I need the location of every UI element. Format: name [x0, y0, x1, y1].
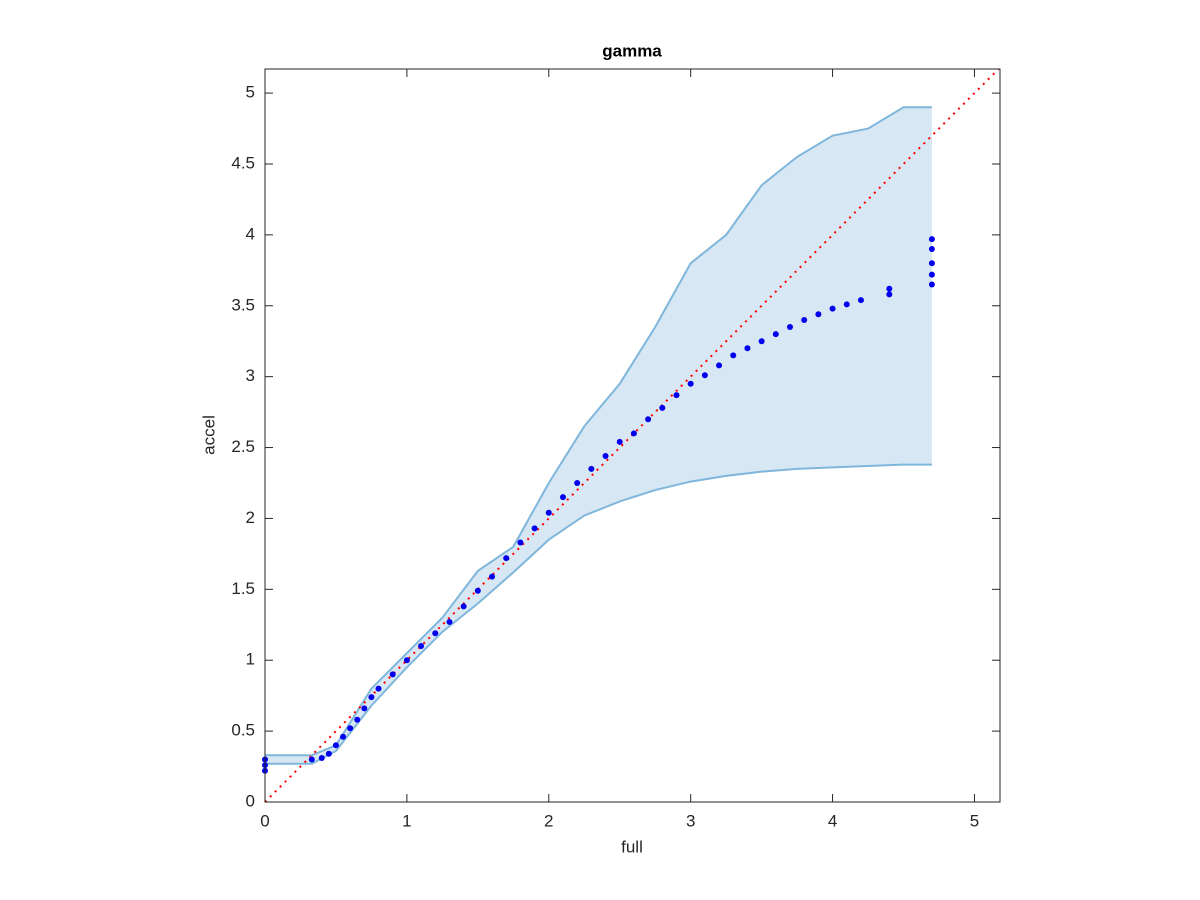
point	[403, 657, 410, 664]
point	[325, 750, 332, 757]
y-axis-label: accel	[199, 415, 218, 455]
y-tick-label: 4.5	[231, 153, 255, 172]
axes-box	[264, 68, 1001, 803]
y-tick-label: 0	[246, 791, 255, 810]
y-tick-label: 5	[246, 83, 255, 102]
point	[318, 755, 325, 762]
x-tick-label: 4	[828, 811, 837, 830]
point	[308, 756, 315, 763]
point	[758, 338, 765, 345]
point	[701, 372, 708, 379]
point	[886, 285, 893, 292]
y-tick-label: 4	[246, 224, 255, 243]
point	[517, 539, 524, 546]
point	[368, 694, 375, 701]
point	[815, 311, 822, 318]
point	[474, 587, 481, 594]
point	[545, 509, 552, 516]
x-tick-label: 3	[686, 811, 695, 830]
point	[574, 479, 581, 486]
chart-title: gamma	[602, 41, 662, 60]
point	[857, 297, 864, 304]
point	[340, 733, 347, 740]
x-tick-label: 5	[970, 811, 979, 830]
x-tick-label: 0	[260, 811, 269, 830]
point	[772, 331, 779, 338]
point	[531, 525, 538, 532]
point	[375, 685, 382, 692]
reference-line	[264, 68, 1000, 803]
point	[361, 705, 368, 712]
point	[886, 291, 893, 298]
point	[347, 725, 354, 732]
band-upper	[265, 106, 932, 757]
point	[460, 603, 467, 610]
point	[928, 271, 935, 278]
point	[801, 316, 808, 323]
y-tick-label: 1	[246, 650, 255, 669]
y-tick-label: 1.5	[231, 579, 255, 598]
point	[659, 404, 666, 411]
point	[928, 260, 935, 267]
point	[630, 430, 637, 437]
point	[418, 643, 425, 650]
confidence-band	[265, 107, 932, 764]
point	[928, 281, 935, 288]
point	[489, 573, 496, 580]
x-axis-label: full	[621, 837, 643, 856]
point	[928, 246, 935, 253]
y-tick-label: 2	[246, 508, 255, 527]
y-tick-label: 3	[246, 366, 255, 385]
point	[559, 494, 566, 501]
point	[730, 352, 737, 359]
x-tick-label: 1	[402, 811, 411, 830]
point	[744, 345, 751, 352]
point	[787, 324, 793, 331]
point	[503, 555, 510, 562]
point	[928, 236, 935, 243]
point	[432, 630, 439, 637]
point	[687, 380, 694, 387]
point	[602, 453, 609, 460]
point	[716, 362, 723, 369]
point	[354, 716, 361, 723]
point	[389, 671, 396, 678]
point	[332, 742, 339, 749]
point	[616, 438, 623, 445]
y-tick-label: 0.5	[231, 721, 255, 740]
y-tick-label: 2.5	[231, 437, 255, 456]
point	[673, 392, 680, 399]
band-lower	[265, 463, 932, 765]
y-tick-label: 3.5	[231, 295, 255, 314]
point	[843, 301, 850, 308]
point	[645, 416, 652, 423]
point	[588, 465, 595, 472]
x-tick-label: 2	[544, 811, 553, 830]
point	[446, 618, 453, 625]
point	[829, 305, 836, 312]
